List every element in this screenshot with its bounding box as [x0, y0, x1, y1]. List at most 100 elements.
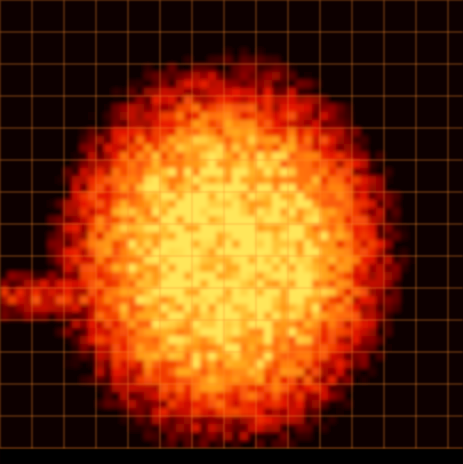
tile — [56, 224, 65, 233]
tile — [352, 152, 361, 161]
tile — [264, 200, 273, 209]
tile — [56, 96, 65, 105]
tile — [304, 368, 313, 377]
tile — [120, 88, 129, 97]
tile — [184, 48, 193, 57]
tile — [352, 368, 361, 377]
tile — [176, 416, 185, 425]
tile — [128, 272, 137, 281]
tile — [96, 416, 105, 425]
tile — [336, 400, 345, 409]
tile — [48, 40, 57, 49]
tile — [320, 320, 329, 329]
tile — [296, 280, 305, 289]
tile — [400, 384, 409, 393]
tile — [344, 32, 353, 41]
tile — [72, 200, 81, 209]
tile — [144, 432, 153, 441]
tile — [176, 80, 185, 89]
tile — [112, 16, 121, 25]
tile — [256, 424, 265, 433]
tile — [216, 16, 225, 25]
tile — [400, 120, 409, 129]
tile — [400, 376, 409, 385]
tile — [416, 368, 425, 377]
tile — [288, 384, 297, 393]
tile — [176, 336, 185, 345]
tile — [256, 16, 265, 25]
tile — [368, 264, 377, 273]
tile — [216, 288, 225, 297]
tile — [136, 184, 145, 193]
tile — [168, 216, 177, 225]
tile — [304, 64, 313, 73]
tile — [176, 304, 185, 313]
tile — [224, 352, 233, 361]
tile — [448, 104, 457, 113]
tile — [144, 264, 153, 273]
tile — [440, 352, 449, 361]
tile — [376, 88, 385, 97]
tile — [368, 192, 377, 201]
tile — [312, 296, 321, 305]
tile — [376, 280, 385, 289]
tile — [56, 264, 65, 273]
tile — [208, 440, 217, 449]
tile — [232, 392, 241, 401]
tile — [376, 328, 385, 337]
tile — [344, 176, 353, 185]
tile — [0, 48, 9, 57]
tile — [112, 64, 121, 73]
tile — [392, 56, 401, 65]
tile — [0, 288, 9, 297]
tile — [280, 432, 289, 441]
tile — [456, 240, 463, 249]
tile — [424, 16, 433, 25]
tile — [8, 248, 17, 257]
tile — [408, 368, 417, 377]
tile — [240, 192, 249, 201]
tile — [344, 440, 353, 449]
tile — [96, 352, 105, 361]
tile — [128, 32, 137, 41]
tile — [120, 72, 129, 81]
tile — [32, 80, 41, 89]
tile — [144, 280, 153, 289]
tile — [360, 168, 369, 177]
tile — [264, 56, 273, 65]
tile — [216, 416, 225, 425]
tile — [152, 392, 161, 401]
tile — [48, 24, 57, 33]
tile — [432, 304, 441, 313]
tile — [256, 296, 265, 305]
tile — [80, 416, 89, 425]
tile — [104, 208, 113, 217]
tile — [88, 120, 97, 129]
tile — [208, 104, 217, 113]
tile — [400, 8, 409, 17]
tile — [0, 272, 9, 281]
tile — [128, 136, 137, 145]
tile — [104, 136, 113, 145]
tile — [256, 8, 265, 17]
tile — [272, 368, 281, 377]
tile — [400, 88, 409, 97]
tile — [48, 232, 57, 241]
tile — [160, 264, 169, 273]
tile — [392, 424, 401, 433]
tile — [272, 112, 281, 121]
tile — [264, 264, 273, 273]
tile — [256, 112, 265, 121]
tile — [304, 304, 313, 313]
tile — [352, 200, 361, 209]
tile — [192, 296, 201, 305]
tile — [160, 160, 169, 169]
tile — [152, 40, 161, 49]
tile — [160, 184, 169, 193]
tile — [448, 416, 457, 425]
tile — [304, 120, 313, 129]
tile — [248, 376, 257, 385]
tile — [296, 152, 305, 161]
tile — [216, 256, 225, 265]
tile — [144, 8, 153, 17]
